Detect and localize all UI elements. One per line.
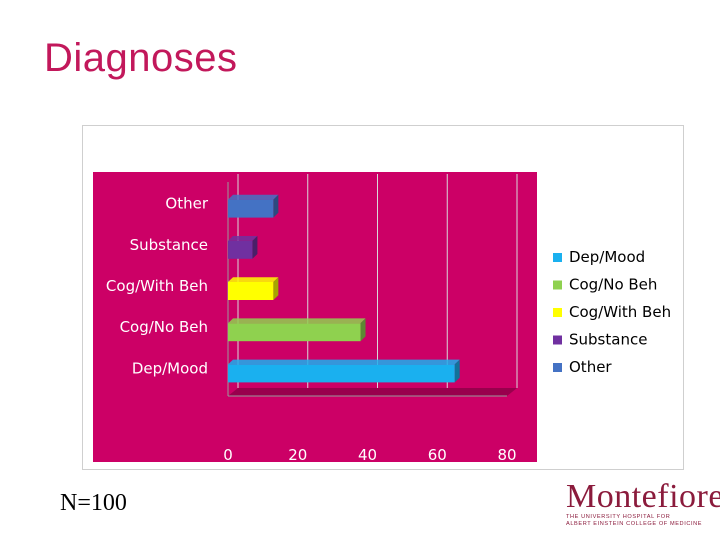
- x-tick-label-0: 0: [223, 446, 233, 464]
- legend-swatch-substance: [553, 335, 562, 345]
- y-tick-label-dep-mood: Dep/Mood: [132, 359, 208, 377]
- x-tick-label-80: 80: [497, 446, 516, 464]
- bar-side-other: [273, 194, 279, 218]
- legend-label-substance: Substance: [569, 331, 647, 349]
- bar-side-cog-no-beh: [360, 318, 366, 342]
- logo-tagline-1: THE UNIVERSITY HOSPITAL FOR: [566, 514, 671, 520]
- montefiore-logo: Montefiore THE UNIVERSITY HOSPITAL FOR A…: [566, 478, 720, 530]
- legend-swatch-cog-no-beh: [553, 280, 562, 290]
- sample-size-label: N=100: [60, 490, 127, 516]
- bar-top-other: [228, 194, 279, 200]
- chart-floor: [228, 388, 517, 396]
- chart-background: [93, 172, 537, 462]
- legend-label-dep-mood: Dep/Mood: [569, 248, 645, 266]
- bar-cog-no-beh: [228, 323, 361, 342]
- legend-swatch-cog-with-beh: [553, 308, 562, 317]
- y-tick-label-cog-with-beh: Cog/With Beh: [106, 277, 208, 295]
- logo-tagline-2: ALBERT EINSTEIN COLLEGE OF MEDICINE: [566, 521, 703, 527]
- x-tick-label-40: 40: [358, 446, 377, 464]
- bar-dep-mood: [228, 364, 455, 383]
- bar-side-dep-mood: [454, 359, 460, 383]
- bar-top-cog-with-beh: [228, 277, 279, 282]
- legend-swatch-dep-mood: [553, 253, 562, 262]
- logo-name: Montefiore: [566, 478, 720, 515]
- x-tick-label-20: 20: [288, 446, 307, 464]
- bar-substance: [228, 240, 253, 259]
- chart-frame: Dep/Mood Cog/No Beh Cog/With Beh Substance O…: [82, 125, 684, 470]
- bar-chart: Dep/Mood Cog/No Beh Cog/With Beh Substance O…: [93, 172, 671, 464]
- bar-top-substance: [228, 236, 258, 241]
- legend-label-cog-no-beh: Cog/No Beh: [569, 276, 657, 294]
- legend-label-other: Other: [569, 358, 612, 376]
- bar-cog-with-beh: [228, 282, 274, 300]
- y-tick-label-cog-no-beh: Cog/No Beh: [120, 318, 208, 336]
- y-tick-label-substance: Substance: [130, 236, 208, 254]
- bar-side-cog-with-beh: [273, 277, 279, 300]
- slide-title: Diagnoses: [44, 36, 238, 80]
- y-tick-label-other: Other: [165, 195, 208, 213]
- bar-top-dep-mood: [228, 359, 460, 365]
- legend-swatch-other: [553, 363, 562, 372]
- bar-side-substance: [252, 236, 258, 259]
- legend-label-cog-with-beh: Cog/With Beh: [569, 303, 671, 321]
- bar-other: [228, 199, 274, 218]
- x-tick-label-60: 60: [428, 446, 447, 464]
- bar-top-cog-no-beh: [228, 318, 366, 324]
